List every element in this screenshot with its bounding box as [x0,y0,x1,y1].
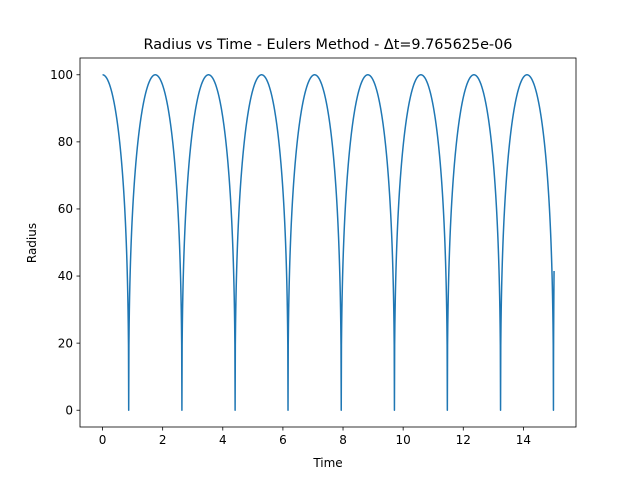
y-tick-label: 40 [58,269,73,283]
x-tick-label: 4 [219,433,227,447]
x-axis: 0 2 4 6 8 10 12 14 [99,427,531,447]
x-tick-label: 2 [159,433,167,447]
chart-title: Radius vs Time - Eulers Method - Δt=9.76… [144,37,513,53]
series-line-radius [102,74,555,411]
y-tick-label: 0 [65,403,73,417]
y-tick-label: 20 [58,336,73,350]
y-tick-label: 80 [58,135,73,149]
x-tick-label: 12 [456,433,471,447]
x-axis-label: Time [312,456,342,470]
y-tick-label: 60 [58,202,73,216]
y-axis-label: Radius [25,223,39,263]
y-axis: 0 20 40 60 80 100 [50,68,80,417]
x-tick-label: 10 [396,433,411,447]
y-tick-label: 100 [50,68,73,82]
plot-area [102,74,555,411]
x-tick-label: 14 [516,433,531,447]
axes-frame [79,57,577,428]
x-tick-label: 6 [279,433,287,447]
x-tick-label: 0 [99,433,107,447]
x-tick-label: 8 [339,433,347,447]
